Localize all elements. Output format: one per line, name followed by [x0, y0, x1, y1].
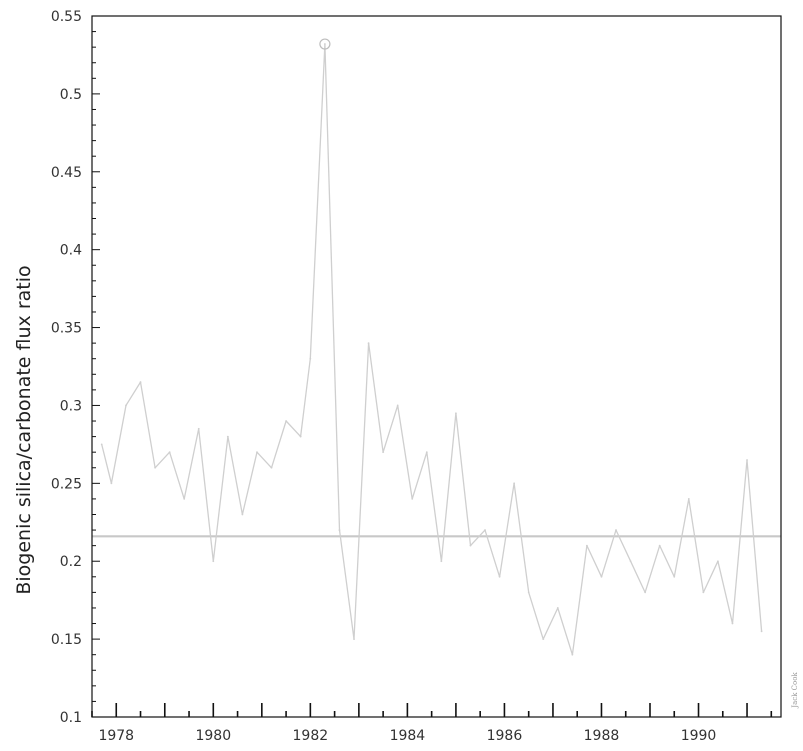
y-tick-label: 0.2	[60, 554, 82, 570]
plot-background	[92, 16, 781, 717]
data-point	[659, 545, 661, 547]
y-axis-label: Biogenic silica/carbonate flux ratio	[13, 265, 35, 594]
data-point	[309, 358, 311, 360]
data-point	[673, 576, 675, 578]
data-point	[746, 459, 748, 461]
data-point	[101, 443, 103, 445]
data-point	[339, 529, 341, 531]
data-point	[426, 451, 428, 453]
data-point	[242, 514, 244, 516]
x-tick-label: 1980	[195, 728, 231, 744]
data-point	[198, 428, 200, 430]
photo-credit: Jack Cook	[791, 672, 799, 709]
data-point	[212, 560, 214, 562]
data-point	[528, 591, 530, 593]
data-point	[382, 451, 384, 453]
data-point	[484, 529, 486, 531]
data-point	[140, 381, 142, 383]
data-point	[761, 630, 763, 632]
data-point	[732, 623, 734, 625]
data-point	[125, 405, 127, 407]
data-point	[227, 436, 229, 438]
data-point	[688, 498, 690, 500]
data-point	[586, 545, 588, 547]
data-point	[411, 498, 413, 500]
data-point	[300, 436, 302, 438]
data-point	[111, 482, 113, 484]
y-tick-label: 0.25	[51, 476, 82, 492]
x-tick-label: 1978	[98, 728, 134, 744]
data-point	[271, 467, 273, 469]
data-point	[183, 498, 185, 500]
data-point	[256, 451, 258, 453]
x-tick-label: 1990	[681, 728, 717, 744]
data-point	[644, 591, 646, 593]
data-point	[368, 342, 370, 344]
data-point	[440, 560, 442, 562]
y-tick-label: 0.5	[60, 87, 82, 103]
x-tick-label: 1986	[487, 728, 523, 744]
x-tick-label: 1988	[584, 728, 620, 744]
y-tick-label: 0.45	[51, 165, 82, 181]
data-point	[470, 545, 472, 547]
data-point	[154, 467, 156, 469]
plot-area	[92, 16, 781, 717]
data-point	[717, 560, 719, 562]
data-point	[324, 43, 326, 45]
data-point	[169, 451, 171, 453]
data-point	[601, 576, 603, 578]
data-point	[513, 482, 515, 484]
data-point	[702, 591, 704, 593]
data-point	[499, 576, 501, 578]
data-point	[557, 607, 559, 609]
data-point	[615, 529, 617, 531]
y-tick-label: 0.35	[51, 321, 82, 337]
data-point	[397, 405, 399, 407]
y-tick-label: 0.4	[60, 243, 82, 259]
y-tick-label: 0.1	[60, 710, 82, 726]
data-point	[571, 654, 573, 656]
data-point	[455, 412, 457, 414]
y-tick-label: 0.3	[60, 398, 82, 414]
x-tick-label: 1982	[293, 728, 329, 744]
data-point	[630, 560, 632, 562]
data-point	[353, 638, 355, 640]
x-tick-label: 1984	[390, 728, 426, 744]
y-tick-label: 0.55	[51, 9, 82, 25]
data-point	[285, 420, 287, 422]
data-point	[542, 638, 544, 640]
y-tick-label: 0.15	[51, 632, 82, 648]
